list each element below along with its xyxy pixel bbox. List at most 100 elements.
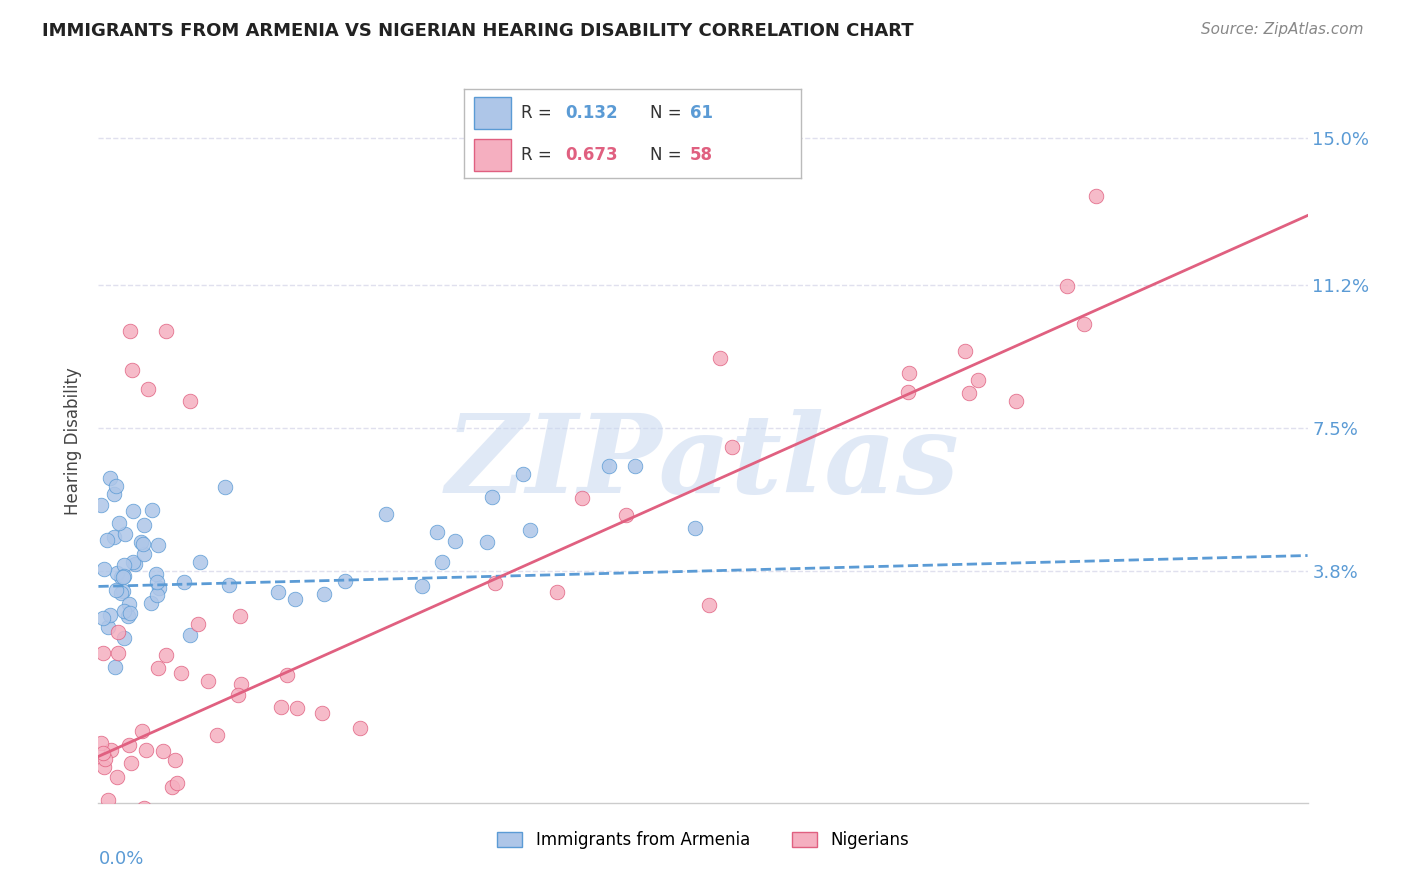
Point <box>105 583 128 598</box>
Point <box>170 665 193 680</box>
Point <box>624 459 647 474</box>
Point <box>546 585 568 599</box>
Point <box>104 479 127 493</box>
Point <box>118 738 141 752</box>
Point <box>967 373 990 387</box>
Point <box>179 627 201 641</box>
Point <box>145 567 167 582</box>
Point <box>146 588 169 602</box>
Point <box>166 776 188 790</box>
Point <box>90 736 112 750</box>
Point <box>91 611 114 625</box>
Point <box>284 591 307 606</box>
Point <box>155 648 177 662</box>
Point <box>132 867 155 881</box>
Point <box>146 538 169 552</box>
Point <box>138 383 160 397</box>
Point <box>118 824 141 838</box>
Point <box>107 566 129 580</box>
Point <box>1085 189 1108 203</box>
Point <box>720 440 742 454</box>
Point <box>121 363 143 377</box>
Point <box>512 467 534 482</box>
Point <box>349 721 371 735</box>
Legend: Immigrants from Armenia, Nigerians: Immigrants from Armenia, Nigerians <box>491 824 915 856</box>
Point <box>614 508 637 522</box>
Text: 58: 58 <box>690 146 713 164</box>
Point <box>105 770 128 784</box>
Point <box>697 598 720 612</box>
Point <box>475 535 498 549</box>
Text: 61: 61 <box>690 104 713 122</box>
Point <box>107 624 129 639</box>
Point <box>897 366 920 380</box>
Point <box>160 780 183 794</box>
Point <box>129 534 152 549</box>
Point <box>135 742 157 756</box>
Point <box>571 491 593 505</box>
Point <box>112 569 135 583</box>
Point <box>311 706 333 720</box>
Text: N =: N = <box>650 104 681 122</box>
Point <box>132 537 155 551</box>
Point <box>1005 393 1028 408</box>
Point <box>132 518 155 533</box>
Point <box>314 587 336 601</box>
Point <box>207 728 229 742</box>
Point <box>426 525 449 540</box>
Point <box>231 677 253 691</box>
Point <box>374 507 396 521</box>
Point <box>152 744 174 758</box>
Point <box>276 668 298 682</box>
Point <box>187 616 209 631</box>
Text: IMMIGRANTS FROM ARMENIA VS NIGERIAN HEARING DISABILITY CORRELATION CHART: IMMIGRANTS FROM ARMENIA VS NIGERIAN HEAR… <box>42 22 914 40</box>
Point <box>953 344 976 359</box>
Point <box>134 801 156 815</box>
Y-axis label: Hearing Disability: Hearing Disability <box>65 368 83 516</box>
Point <box>103 530 125 544</box>
Point <box>709 351 731 365</box>
Point <box>179 394 201 409</box>
Text: R =: R = <box>522 104 553 122</box>
Text: Source: ZipAtlas.com: Source: ZipAtlas.com <box>1201 22 1364 37</box>
Point <box>118 607 141 621</box>
Point <box>112 558 135 573</box>
Bar <box>474 97 512 129</box>
Point <box>121 555 143 569</box>
Point <box>226 688 249 702</box>
Point <box>110 585 132 599</box>
Point <box>145 574 167 589</box>
Point <box>112 583 135 598</box>
Point <box>197 674 219 689</box>
Point <box>96 533 118 548</box>
Point <box>98 608 121 623</box>
Point <box>218 577 240 591</box>
Point <box>146 661 169 675</box>
Point <box>146 816 169 830</box>
Point <box>285 701 308 715</box>
Point <box>112 632 135 646</box>
Point <box>132 547 155 561</box>
Point <box>1073 317 1095 331</box>
Point <box>481 491 503 505</box>
Point <box>103 486 125 500</box>
Point <box>148 581 170 595</box>
Point <box>96 620 118 634</box>
Text: 0.0%: 0.0% <box>98 850 143 868</box>
Point <box>163 753 186 767</box>
Point <box>173 575 195 590</box>
Point <box>117 609 139 624</box>
Point <box>98 471 121 485</box>
Point <box>124 557 146 571</box>
Point <box>430 555 453 569</box>
Point <box>100 743 122 757</box>
Point <box>118 597 141 611</box>
Point <box>93 760 115 774</box>
Point <box>335 574 357 588</box>
Point <box>91 746 114 760</box>
Point <box>266 584 288 599</box>
Point <box>484 575 506 590</box>
Point <box>104 660 127 674</box>
Point <box>270 699 292 714</box>
Point <box>94 752 117 766</box>
